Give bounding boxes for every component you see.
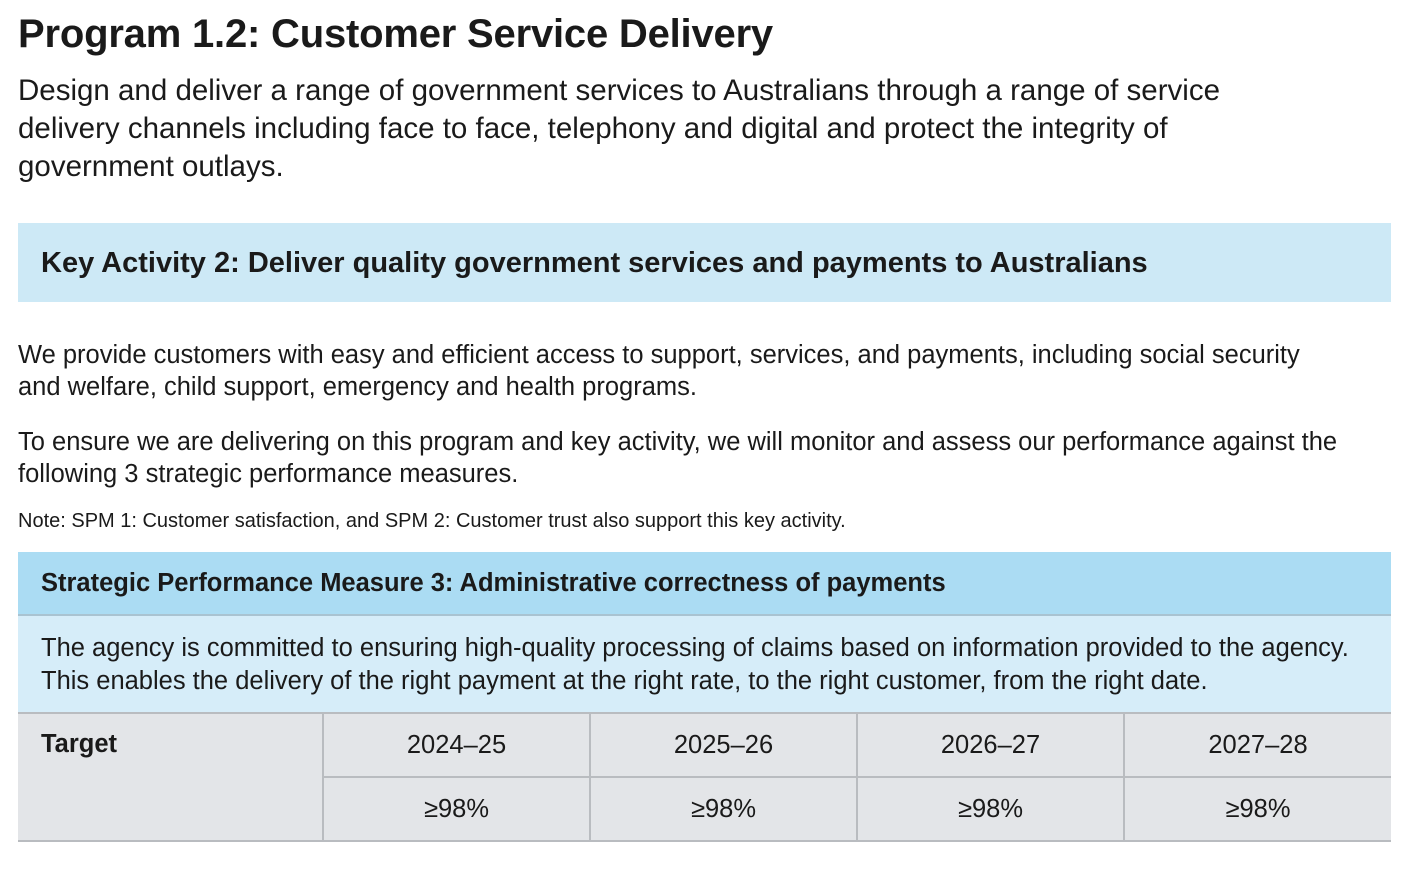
- target-value-cell: ≥98%: [589, 776, 858, 842]
- key-activity-title: Key Activity 2: Deliver quality governme…: [41, 246, 1148, 279]
- spm-header: Strategic Performance Measure 3: Adminis…: [18, 552, 1391, 616]
- key-activity-banner: Key Activity 2: Deliver quality governme…: [18, 223, 1391, 302]
- note: Note: SPM 1: Customer satisfaction, and …: [18, 510, 846, 532]
- program-title: Program 1.2: Customer Service Delivery: [18, 12, 773, 56]
- year-cell: 2024–25: [322, 714, 591, 778]
- page: Program 1.2: Customer Service Delivery D…: [18, 0, 1391, 842]
- spm-table: Strategic Performance Measure 3: Adminis…: [18, 552, 1391, 842]
- intro-paragraph: We provide customers with easy and effic…: [18, 341, 1300, 401]
- table-row: Target 2024–25 2025–26 2026–27 2027–28: [18, 714, 1391, 842]
- target-label: Target: [18, 714, 324, 842]
- spm-title: Strategic Performance Measure 3: Adminis…: [41, 569, 946, 597]
- year-cell: 2025–26: [589, 714, 858, 778]
- targets-table: Target 2024–25 2025–26 2026–27 2027–28 ≥…: [18, 714, 1391, 842]
- program-description: Design and deliver a range of government…: [18, 74, 1220, 183]
- target-value-cell: ≥98%: [1123, 776, 1391, 842]
- table-row: ≥98% ≥98% ≥98% ≥98%: [18, 776, 1391, 842]
- year-cell: 2026–27: [856, 714, 1125, 778]
- target-value-cell: ≥98%: [856, 776, 1125, 842]
- target-value-cell: ≥98%: [322, 776, 591, 842]
- year-cell: 2027–28: [1123, 714, 1391, 778]
- spm-description: The agency is committed to ensuring high…: [41, 634, 1349, 695]
- spm-description-row: The agency is committed to ensuring high…: [18, 616, 1391, 714]
- monitoring-paragraph: To ensure we are delivering on this prog…: [18, 428, 1338, 488]
